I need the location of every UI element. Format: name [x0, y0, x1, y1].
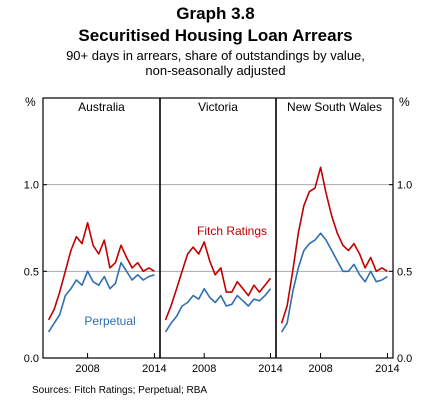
fitch-series-line-new-south-wales: [280, 166, 388, 324]
panel-title: New South Wales: [287, 100, 382, 114]
x-tick-label: 2008: [308, 363, 332, 375]
perpetual-series-line-victoria: [164, 287, 272, 333]
y-tick-label-right: 0.5: [397, 266, 412, 278]
x-tick-label: 2008: [75, 363, 99, 375]
y-tick-label-left: 0.0: [24, 353, 39, 365]
x-tick-label: 2008: [192, 363, 216, 375]
y-axis-unit-left: %: [25, 95, 36, 109]
fitch-series-label: Fitch Ratings: [197, 224, 267, 238]
panel-title: Australia: [78, 100, 125, 114]
perpetual-series-label: Perpetual: [84, 314, 135, 328]
y-axis-unit-right: %: [399, 95, 410, 109]
source-note: Sources: Fitch Ratings; Perpetual; RBA: [32, 385, 208, 396]
x-tick-label: 2014: [258, 363, 282, 375]
y-tick-label-left: 0.5: [24, 266, 39, 278]
fitch-series-line-victoria: [164, 241, 272, 321]
perpetual-series-line-australia: [47, 261, 155, 333]
x-tick-label: 2014: [375, 363, 399, 375]
y-tick-label-left: 1.0: [24, 180, 39, 192]
chart-subtitle: 90+ days in arrears, share of outstandin…: [0, 48, 431, 78]
x-tick-label: 2014: [142, 363, 166, 375]
subtitle-line-2: non-seasonally adjusted: [145, 63, 286, 78]
chart-title: Securitised Housing Loan Arrears: [78, 26, 353, 45]
y-tick-label-right: 0.0: [397, 353, 412, 365]
plot-frame: [42, 97, 394, 359]
subtitle-line-1: 90+ days in arrears, share of outstandin…: [66, 48, 365, 63]
panel-title: Victoria: [198, 100, 238, 114]
y-tick-label-right: 1.0: [397, 180, 412, 192]
fitch-series-line-australia: [47, 222, 155, 321]
graph-number: Graph 3.8: [176, 4, 255, 23]
perpetual-series-line-new-south-wales: [280, 232, 388, 333]
